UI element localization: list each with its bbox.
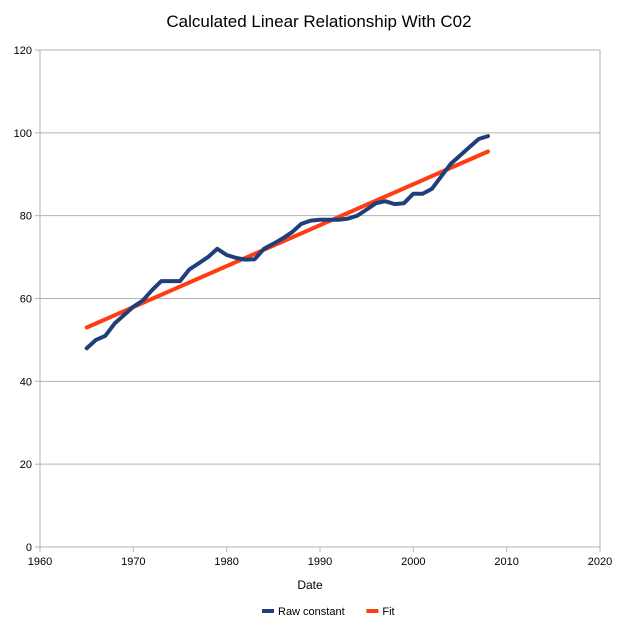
series-line-fit: [84, 149, 490, 330]
x-tick-label: 2010: [494, 556, 518, 568]
y-tick-label: 80: [20, 211, 32, 223]
x-tick-label: 1960: [28, 556, 52, 568]
legend-label: Raw constant: [278, 606, 345, 618]
x-tick-label: 1990: [308, 556, 332, 568]
x-tick-label: 2000: [401, 556, 425, 568]
x-tick-label: 1970: [121, 556, 145, 568]
x-tick-label: 1980: [214, 556, 238, 568]
x-axis-label: Date: [297, 578, 323, 592]
chart-title: Calculated Linear Relationship With C02: [166, 12, 471, 31]
x-tick-label: 2020: [588, 556, 612, 568]
plot-area-frame: [39, 49, 601, 548]
y-tick-label: 100: [14, 128, 32, 140]
y-tick-labels: 0 20 40 60 80 100 120: [14, 45, 32, 554]
y-tick-label: 60: [20, 294, 32, 306]
legend: Raw constant Fit: [262, 606, 395, 618]
series-layer: [84, 134, 490, 351]
grid: [35, 49, 601, 552]
y-tick-label: 0: [26, 542, 32, 554]
y-tick-label: 120: [14, 45, 32, 57]
x-tick-labels: 1960 1970 1980 1990 2000 2010 2020: [28, 556, 612, 568]
legend-label: Fit: [382, 606, 394, 618]
y-tick-label: 20: [20, 459, 32, 471]
y-tick-label: 40: [20, 376, 32, 388]
series-line-raw-constant: [84, 134, 490, 351]
